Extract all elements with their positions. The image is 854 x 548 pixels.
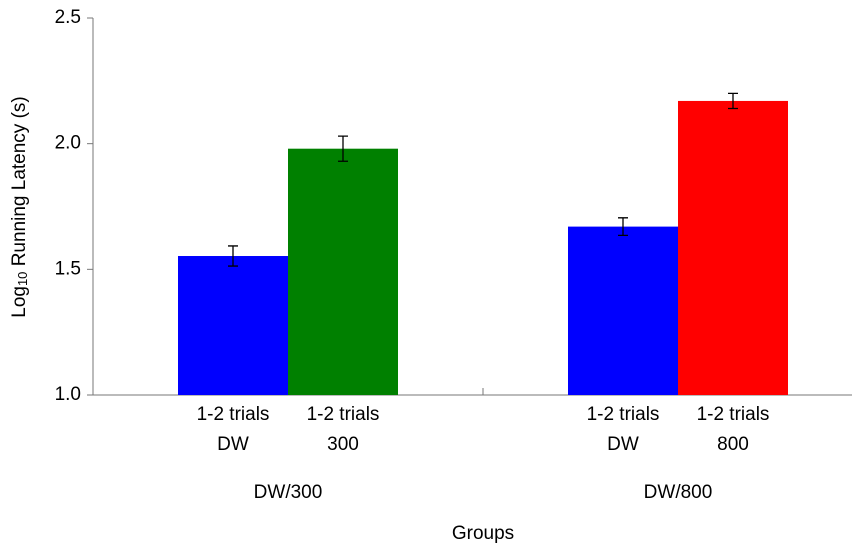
error-bar	[618, 217, 628, 237]
group-label: DW/800	[644, 482, 713, 503]
y-label-text: Running Latency (s)	[9, 96, 30, 271]
bar-label: 1-2 trials	[307, 404, 380, 425]
bar-label: 1-2 trials	[697, 404, 770, 425]
bar-label: 1-2 trials	[587, 404, 660, 425]
y-axis-label: Log10 Running Latency (s)	[9, 96, 30, 318]
bar-label: 800	[717, 434, 749, 455]
bar-label: 300	[327, 434, 359, 455]
y-label-subscript: 10	[15, 272, 30, 286]
error-bar	[338, 135, 348, 162]
error-bar	[728, 92, 738, 110]
x-axis-label: Groups	[452, 523, 514, 544]
y-tick-label: 1.5	[55, 258, 81, 279]
y-tick-label: 2.0	[55, 133, 81, 154]
bar	[288, 148, 398, 395]
y-tick-label: 1.0	[55, 384, 81, 405]
bar-label: DW	[607, 434, 639, 455]
y-label-text: Log	[9, 286, 30, 318]
group-label: DW/300	[254, 482, 323, 503]
bar	[678, 100, 788, 395]
bar-label: 1-2 trials	[197, 404, 270, 425]
error-bar	[228, 245, 238, 267]
bar	[178, 256, 288, 395]
y-tick-label: 2.5	[55, 7, 81, 28]
bar	[568, 226, 678, 395]
bar-label: DW	[217, 434, 249, 455]
